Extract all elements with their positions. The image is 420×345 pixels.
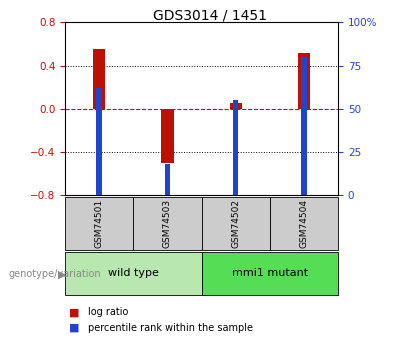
Text: GSM74503: GSM74503 <box>163 199 172 248</box>
Text: GSM74504: GSM74504 <box>299 199 308 248</box>
Text: percentile rank within the sample: percentile rank within the sample <box>88 323 253 333</box>
Bar <box>65 197 134 250</box>
Bar <box>233 100 239 195</box>
Bar <box>65 252 202 295</box>
Text: GSM74502: GSM74502 <box>231 199 240 248</box>
Bar <box>93 49 105 109</box>
Bar <box>161 109 173 162</box>
Bar <box>230 103 242 109</box>
Text: genotype/variation: genotype/variation <box>8 269 101 279</box>
Bar <box>134 197 202 250</box>
Bar <box>301 57 307 195</box>
Text: wild type: wild type <box>108 268 159 278</box>
Text: ▶: ▶ <box>58 269 66 279</box>
Bar <box>298 52 310 109</box>
Text: ■: ■ <box>69 323 80 333</box>
Text: GDS3014 / 1451: GDS3014 / 1451 <box>153 9 267 23</box>
Bar <box>97 88 102 195</box>
Text: GSM74501: GSM74501 <box>95 199 104 248</box>
Bar <box>165 164 170 195</box>
Text: log ratio: log ratio <box>88 307 129 317</box>
Bar <box>202 197 270 250</box>
Text: mmi1 mutant: mmi1 mutant <box>232 268 308 278</box>
Bar <box>270 197 338 250</box>
Text: ■: ■ <box>69 307 80 317</box>
Bar <box>202 252 338 295</box>
